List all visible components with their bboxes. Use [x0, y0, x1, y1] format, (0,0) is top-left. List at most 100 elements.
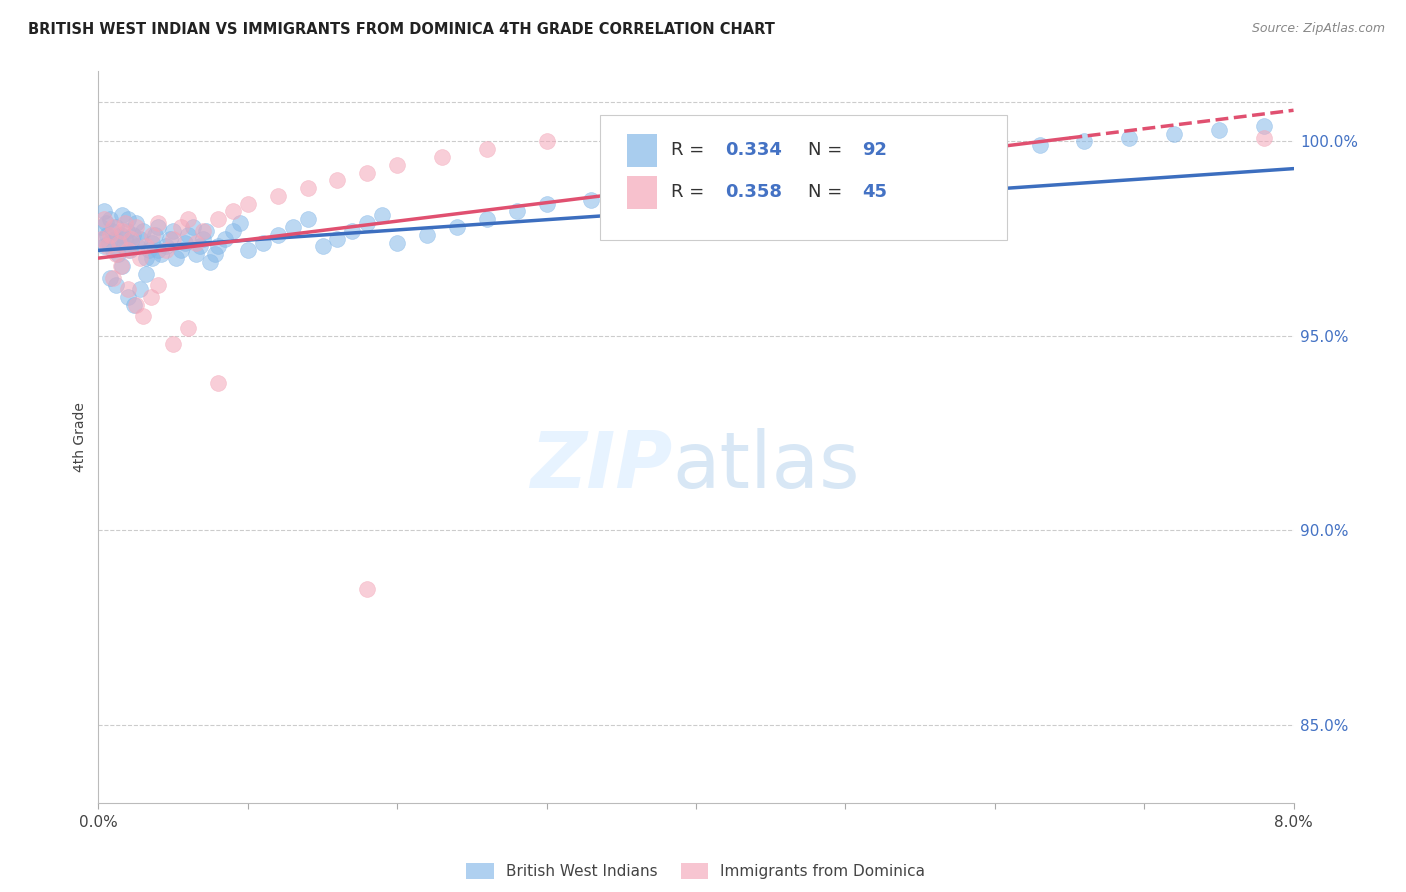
- Point: [430, 150, 453, 164]
- Point: [188, 239, 211, 253]
- Point: [297, 181, 319, 195]
- Point: [939, 146, 962, 161]
- Point: [108, 235, 131, 250]
- Point: [129, 232, 152, 246]
- Point: [114, 232, 136, 246]
- Point: [1163, 127, 1185, 141]
- Text: atlas: atlas: [672, 428, 859, 504]
- Point: [181, 219, 204, 234]
- Point: [139, 290, 162, 304]
- Point: [236, 196, 259, 211]
- Point: [104, 232, 127, 246]
- Point: [184, 235, 207, 250]
- Point: [107, 247, 129, 261]
- Text: R =: R =: [671, 183, 710, 201]
- Point: [849, 158, 872, 172]
- Point: [177, 321, 200, 335]
- Point: [112, 239, 135, 253]
- Point: [222, 224, 245, 238]
- FancyBboxPatch shape: [627, 176, 657, 209]
- Point: [125, 219, 148, 234]
- Point: [105, 278, 128, 293]
- Point: [120, 232, 142, 246]
- Point: [141, 227, 163, 242]
- Point: [297, 212, 319, 227]
- Point: [132, 224, 155, 238]
- Point: [326, 232, 349, 246]
- Point: [97, 235, 120, 250]
- Point: [894, 150, 917, 164]
- Point: [148, 219, 170, 234]
- Point: [162, 336, 184, 351]
- Point: [143, 227, 166, 242]
- Point: [159, 232, 181, 246]
- Point: [135, 251, 157, 265]
- Point: [267, 189, 290, 203]
- Point: [117, 290, 139, 304]
- Point: [581, 193, 603, 207]
- Point: [983, 142, 1005, 156]
- Point: [105, 219, 128, 234]
- Point: [371, 208, 394, 222]
- Point: [96, 227, 118, 242]
- Point: [169, 244, 191, 258]
- Point: [124, 298, 146, 312]
- Point: [103, 219, 125, 234]
- Point: [342, 224, 364, 238]
- Text: N =: N =: [808, 183, 848, 201]
- Point: [177, 212, 200, 227]
- Point: [138, 244, 160, 258]
- FancyBboxPatch shape: [600, 115, 1007, 240]
- Point: [117, 244, 139, 258]
- Point: [120, 235, 142, 250]
- Point: [162, 232, 184, 246]
- Point: [118, 244, 141, 258]
- Point: [148, 216, 170, 230]
- Point: [148, 244, 170, 258]
- Point: [759, 169, 782, 184]
- Point: [93, 239, 115, 253]
- Point: [127, 239, 149, 253]
- Text: N =: N =: [808, 141, 848, 160]
- Point: [385, 235, 409, 250]
- Point: [174, 235, 197, 250]
- Point: [416, 227, 439, 242]
- Point: [200, 255, 222, 269]
- Point: [91, 232, 114, 246]
- Point: [98, 227, 122, 242]
- Text: BRITISH WEST INDIAN VS IMMIGRANTS FROM DOMINICA 4TH GRADE CORRELATION CHART: BRITISH WEST INDIAN VS IMMIGRANTS FROM D…: [28, 22, 775, 37]
- Point: [177, 227, 200, 242]
- Point: [117, 212, 139, 227]
- Y-axis label: 4th Grade: 4th Grade: [73, 402, 87, 472]
- Point: [93, 204, 115, 219]
- Point: [110, 259, 132, 273]
- Point: [125, 216, 148, 230]
- Point: [115, 224, 138, 238]
- Point: [101, 224, 124, 238]
- Point: [103, 270, 125, 285]
- Point: [191, 224, 214, 238]
- Point: [311, 239, 333, 253]
- Point: [111, 259, 134, 273]
- Point: [98, 270, 122, 285]
- Text: 0.358: 0.358: [724, 183, 782, 201]
- Text: R =: R =: [671, 141, 710, 160]
- Point: [669, 177, 692, 191]
- Point: [804, 161, 827, 176]
- Point: [191, 232, 214, 246]
- Point: [624, 185, 647, 199]
- Point: [207, 376, 229, 390]
- Point: [111, 224, 134, 238]
- Point: [184, 247, 207, 261]
- Point: [194, 224, 217, 238]
- Point: [475, 142, 498, 156]
- Point: [214, 232, 236, 246]
- Point: [356, 216, 378, 230]
- Point: [110, 227, 132, 242]
- Point: [135, 239, 157, 253]
- Point: [446, 219, 468, 234]
- Point: [155, 244, 177, 258]
- Point: [356, 582, 378, 596]
- Point: [94, 216, 117, 230]
- Text: 45: 45: [862, 183, 887, 201]
